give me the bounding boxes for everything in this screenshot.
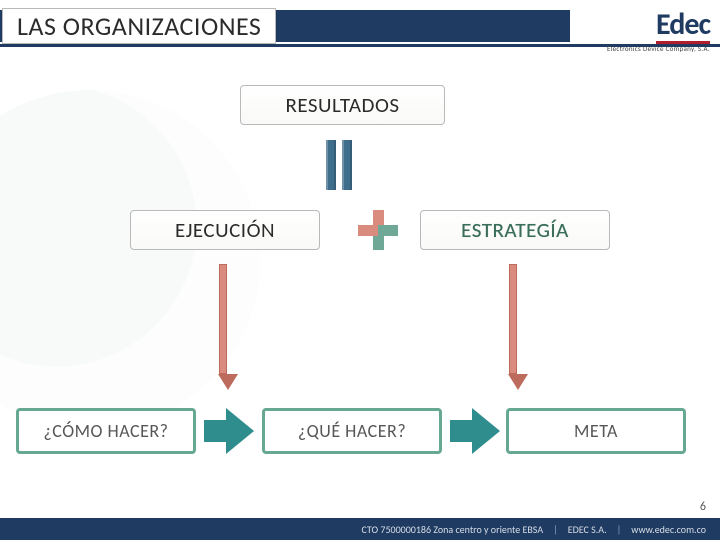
footer-text-left: CTO 7500000186 Zona centro y oriente EBS… [362, 523, 544, 536]
page-title: LAS ORGANIZACIONES [2, 8, 276, 44]
arrow-down-left [218, 264, 228, 390]
footer-text-mid: EDEC S.A. [568, 523, 607, 536]
box-ejecucion: EJECUCIÓN [130, 210, 320, 250]
footer-sep-2: | [617, 523, 622, 536]
arrow-right-1 [204, 408, 254, 454]
box-resultados: RESULTADOS [240, 85, 445, 125]
footer-sep-1: | [553, 523, 558, 536]
brand-logo: Edec Electronics Device Company, S.A. [607, 10, 710, 53]
equals-icon [326, 140, 352, 190]
footer-text-right: www.edec.com.co [631, 523, 706, 536]
logo-subtext: Electronics Device Company, S.A. [607, 44, 710, 53]
arrow-right-2 [450, 408, 500, 454]
footer: CTO 7500000186 Zona centro y oriente EBS… [0, 518, 720, 540]
header: LAS ORGANIZACIONES Edec Electronics Devi… [0, 10, 720, 60]
logo-text: Edec [607, 10, 710, 44]
box-que-hacer: ¿QUÉ HACER? [262, 408, 442, 454]
arrow-down-right [508, 264, 518, 390]
page-number: 6 [700, 500, 706, 514]
box-estrategia: ESTRATEGÍA [420, 210, 610, 250]
box-como-hacer: ¿CÓMO HACER? [16, 408, 196, 454]
box-meta: META [506, 408, 686, 454]
plus-icon [358, 210, 398, 250]
